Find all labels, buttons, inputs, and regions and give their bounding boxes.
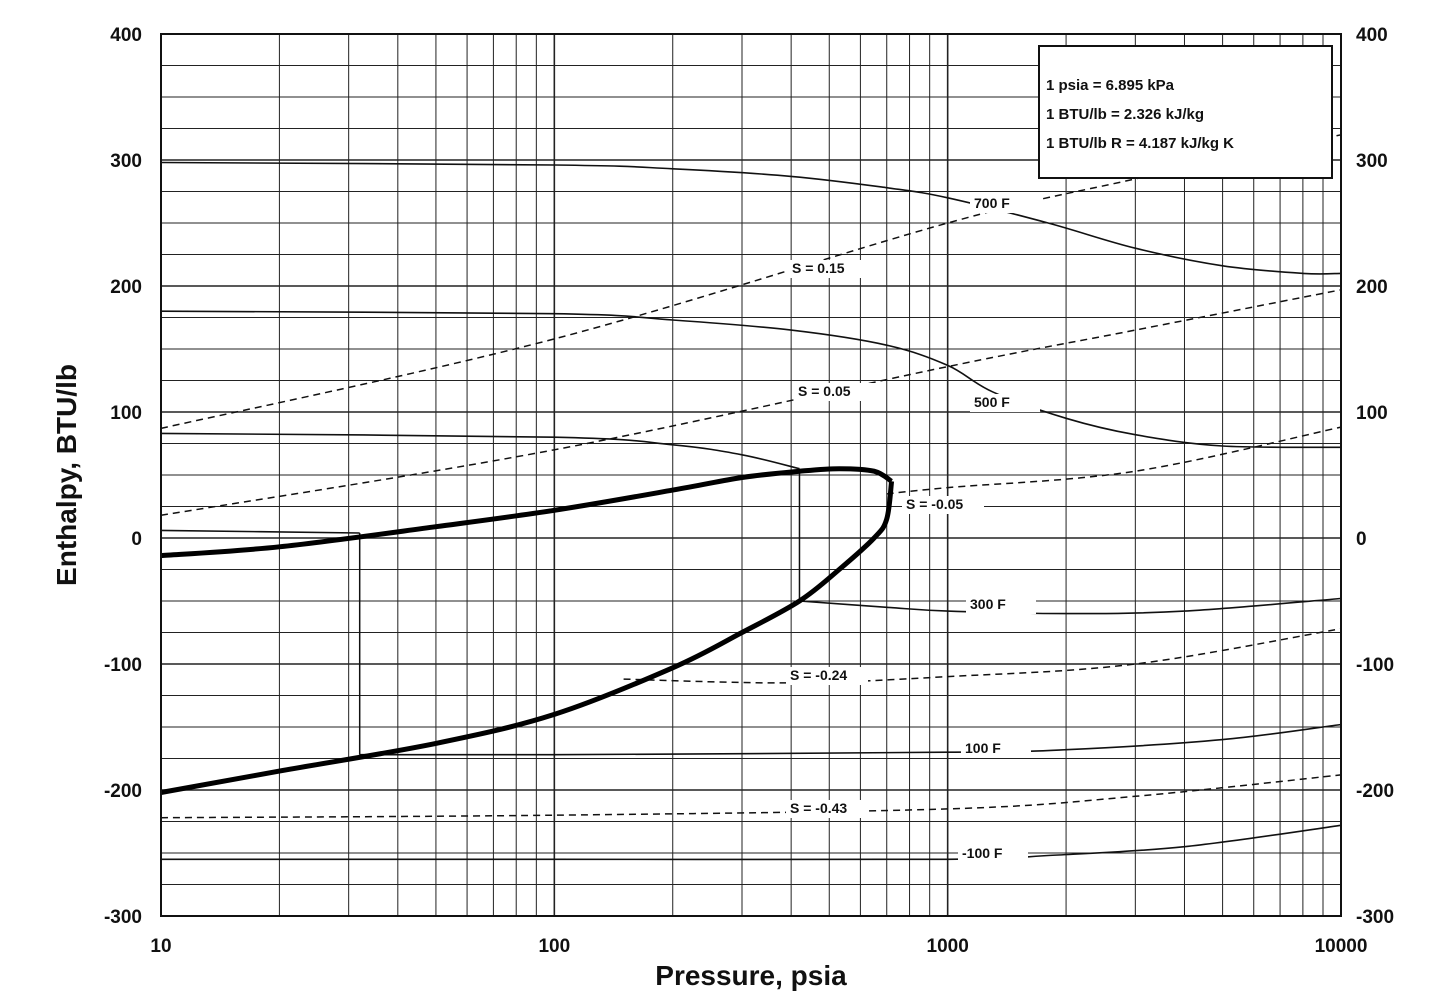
y-tick-label: -200 (104, 781, 142, 802)
isotherm-line (160, 432, 800, 470)
isentrope-line (160, 774, 1342, 819)
isotherm-label: -100 F (962, 845, 1003, 861)
legend-entry: 1 BTU/lb R = 4.187 kJ/kg K (1046, 135, 1234, 152)
x-tick-label: 10 (150, 936, 171, 957)
y-tick-label: 300 (110, 151, 142, 172)
label-backdrop (961, 740, 1031, 758)
x-tick-label: 1000 (927, 936, 969, 957)
plot-frame (160, 33, 1342, 917)
isotherm-label: 300 F (970, 596, 1006, 612)
y-tick-label-right: 300 (1356, 151, 1388, 172)
y-tick-label-right: 100 (1356, 403, 1388, 424)
label-backdrop (786, 667, 868, 685)
isotherm-line (160, 310, 1342, 449)
y-tick-label-right: 400 (1356, 25, 1388, 46)
y-tick-label: 400 (110, 25, 142, 46)
saturated-vapor-line (160, 466, 893, 559)
isentrope-label: S = -0.43 (790, 800, 847, 816)
curve-labels: 700 F 500 F 300 F 100 F -100 F S = 0.15 S = 0.… (786, 195, 1040, 863)
y-tick-label: -100 (104, 655, 142, 676)
y-axis-title: Enthalpy, BTU/lb (51, 364, 82, 586)
legend-box: 1 psia = 6.895 kPa 1 BTU/lb = 2.326 kJ/k… (1038, 45, 1333, 179)
y-tick-label: 100 (110, 403, 142, 424)
isotherm-line (799, 597, 1342, 615)
y-tick-label-right: -300 (1356, 907, 1394, 928)
isotherm-label: 700 F (974, 195, 1010, 211)
label-backdrop (786, 800, 868, 818)
saturated-liquid-line (160, 480, 895, 795)
isotherm-label: 500 F (974, 394, 1010, 410)
isentrope-line (886, 426, 1342, 495)
isotherm-label: 100 F (965, 740, 1001, 756)
grid (160, 33, 1342, 917)
x-axis-title: Pressure, psia (655, 960, 847, 991)
label-backdrop (970, 394, 1040, 412)
label-backdrop (970, 195, 1040, 213)
x-tick-label: 100 (538, 936, 570, 957)
isotherm-line (160, 161, 1342, 275)
isentrope-line (160, 289, 1342, 517)
y-tick-label-right: 0 (1356, 529, 1367, 550)
legend-entry: 1 BTU/lb = 2.326 kJ/kg (1046, 106, 1204, 123)
label-backdrop (788, 260, 870, 278)
y-tick-label: -300 (104, 907, 142, 928)
isentrope-label: S = -0.05 (906, 496, 963, 512)
label-backdrop (966, 596, 1036, 614)
label-backdrop (794, 383, 876, 401)
y-tick-label: 200 (110, 277, 142, 298)
isentrope-label: S = 0.05 (798, 383, 851, 399)
isotherm-line (160, 529, 360, 534)
y-tick-label: 0 (131, 529, 142, 550)
isentrope-line (623, 627, 1342, 684)
y-tick-label-right: -200 (1356, 781, 1394, 802)
y-tick-label-right: 200 (1356, 277, 1388, 298)
curves (160, 134, 1342, 861)
tick-labels: 10 100 1000 10000-300-200-1000100200300400-… (104, 25, 1394, 957)
isotherm-line (161, 824, 1342, 861)
x-tick-label: 10000 (1315, 936, 1368, 957)
isentrope-label: S = 0.15 (792, 260, 845, 276)
label-backdrop (958, 845, 1028, 863)
legend-entry: 1 psia = 6.895 kPa (1046, 77, 1175, 94)
label-backdrop (902, 496, 984, 514)
isentrope-label: S = -0.24 (790, 667, 847, 683)
y-tick-label-right: -100 (1356, 655, 1394, 676)
